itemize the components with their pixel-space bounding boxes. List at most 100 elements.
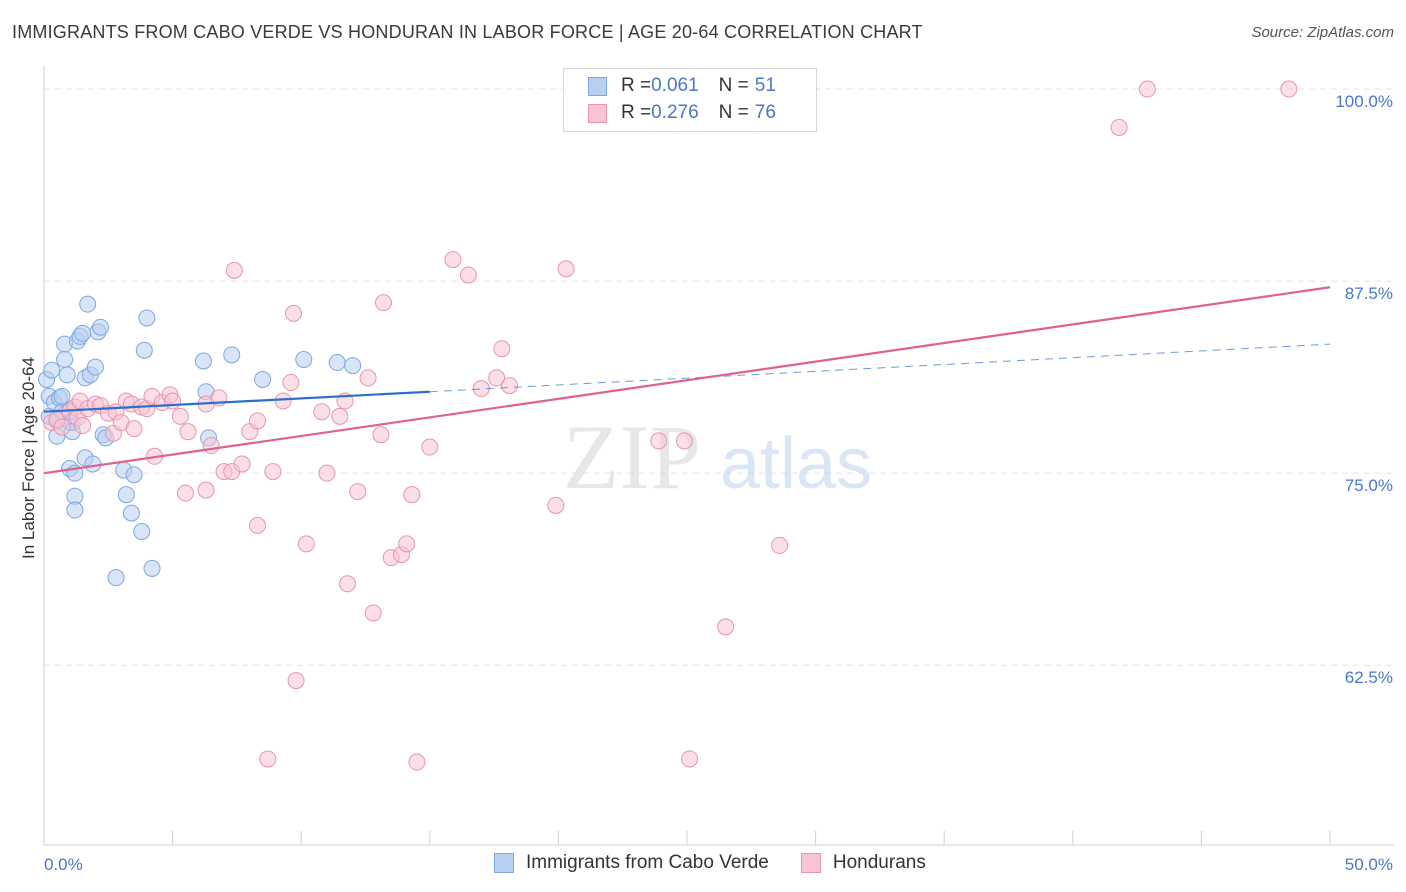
legend-item-cabo-verde: Immigrants from Cabo Verde [494, 852, 769, 874]
point-hondurans [125, 420, 143, 438]
legend-r-value: 0.061 [651, 75, 699, 96]
point-cabo-verde [107, 569, 125, 587]
point-hondurans [176, 484, 194, 502]
point-hondurans [364, 604, 382, 622]
axes [43, 66, 1394, 846]
point-cabo-verde [92, 318, 110, 336]
legend-label: Immigrants from Cabo Verde [526, 852, 769, 873]
point-cabo-verde [344, 357, 362, 375]
point-cabo-verde [66, 501, 84, 519]
point-hondurans [375, 294, 393, 312]
point-hondurans [1280, 80, 1298, 98]
point-hondurans [274, 392, 292, 410]
point-hondurans [1138, 80, 1156, 98]
y-axis-label: In Labor Force | Age 20-64 [19, 357, 38, 559]
legend-swatch-pink [800, 853, 821, 873]
legend-n-label: N = [718, 75, 749, 96]
point-cabo-verde [135, 341, 153, 359]
point-cabo-verde [122, 504, 140, 522]
point-cabo-verde [117, 486, 135, 504]
legend-row-cabo-verde: R = 0.061 N = 51 [588, 74, 776, 98]
point-hondurans [398, 535, 416, 553]
point-hondurans [179, 423, 197, 441]
point-cabo-verde [56, 350, 74, 368]
legend-n-label: N = [718, 102, 749, 123]
point-hondurans [233, 455, 251, 473]
point-hondurans [501, 377, 519, 395]
point-hondurans [675, 432, 693, 450]
point-hondurans [264, 463, 282, 481]
point-cabo-verde [84, 455, 102, 473]
trend-extension-cabo-verde [429, 343, 1331, 393]
point-hondurans [408, 753, 426, 771]
point-hondurans [297, 535, 315, 553]
point-hondurans [403, 486, 421, 504]
legend-label: Hondurans [832, 852, 926, 873]
y-tick-label: 87.5% [1345, 284, 1393, 303]
point-cabo-verde [79, 295, 97, 313]
legend-swatch-pink [588, 103, 607, 123]
point-hondurans [284, 304, 302, 322]
point-hondurans [338, 575, 356, 593]
point-cabo-verde [58, 366, 76, 384]
point-hondurans [259, 750, 277, 768]
tick-labels: 100.0% 87.5% 75.0% 62.5% 0.0% 50.0% [44, 92, 1393, 874]
point-hondurans [287, 672, 305, 690]
y-tick-label: 100.0% [1335, 92, 1393, 111]
point-hondurans [248, 516, 266, 534]
trend-line-cabo-verde [43, 390, 430, 413]
legend-swatch-blue [588, 76, 607, 96]
legend-stats: R = 0.061 N = 51 R = 0.276 N = 76 [563, 68, 817, 132]
legend-r-label: R = [621, 102, 652, 123]
trend-line-hondurans [43, 286, 1331, 475]
point-cabo-verde [223, 346, 241, 364]
trend-lines [43, 286, 1331, 475]
watermark-atlas: atlas [720, 424, 872, 504]
point-hondurans [197, 481, 215, 499]
point-hondurans [359, 369, 377, 387]
point-cabo-verde [143, 559, 161, 577]
point-hondurans [444, 251, 462, 269]
point-hondurans [459, 266, 477, 284]
point-hondurans [557, 260, 575, 278]
point-cabo-verde [194, 352, 212, 370]
point-hondurans [53, 418, 71, 436]
point-hondurans [421, 438, 439, 456]
series-legend: Immigrants from Cabo Verde Hondurans [494, 852, 958, 874]
point-hondurans [681, 750, 699, 768]
point-hondurans [372, 426, 390, 444]
point-cabo-verde [328, 354, 346, 372]
watermark: ZIP atlas [563, 406, 872, 508]
watermark-zip: ZIP [563, 406, 701, 508]
legend-swatch-blue [494, 853, 514, 873]
legend-n-value: 76 [754, 102, 776, 123]
point-hondurans [493, 340, 511, 358]
point-cabo-verde [86, 358, 104, 376]
point-hondurans [74, 417, 92, 435]
point-hondurans [349, 483, 367, 501]
point-hondurans [717, 618, 735, 636]
point-hondurans [650, 432, 668, 450]
x-tick-label: 0.0% [44, 855, 83, 874]
point-hondurans [202, 437, 220, 455]
chart-source: Source: ZipAtlas.com [1251, 24, 1394, 41]
point-hondurans [331, 407, 349, 425]
legend-item-hondurans: Hondurans [800, 852, 926, 874]
point-hondurans [225, 261, 243, 279]
point-cabo-verde [254, 370, 272, 388]
point-hondurans [547, 496, 565, 514]
chart-title: IMMIGRANTS FROM CABO VERDE VS HONDURAN I… [12, 22, 923, 42]
point-hondurans [282, 374, 300, 392]
legend-n-value: 51 [754, 75, 776, 96]
point-cabo-verde [43, 361, 61, 379]
point-hondurans [248, 412, 266, 430]
point-hondurans [771, 536, 789, 554]
legend-r-value: 0.276 [651, 102, 699, 123]
point-hondurans [1110, 118, 1128, 136]
point-cabo-verde [133, 523, 151, 541]
point-cabo-verde [53, 387, 71, 405]
x-tick-label: 50.0% [1345, 855, 1393, 874]
point-cabo-verde [295, 350, 313, 368]
point-cabo-verde [125, 466, 143, 484]
